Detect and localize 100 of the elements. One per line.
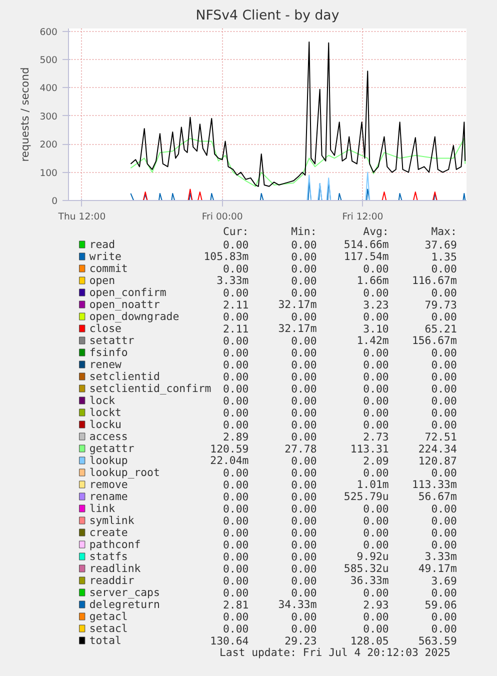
x-tick-label: Fri 12:00 [342,212,384,222]
text: 0.00 [223,370,249,384]
text: 27.78 [284,442,317,456]
text: 36.33m [350,574,389,587]
text: 0.00 [291,358,317,372]
legend-label: fsinfo [89,346,128,359]
text: 0.00 [363,514,389,528]
text: 22.04m [210,454,249,467]
text: 0.00 [291,502,317,516]
text: 224.34 [418,442,457,456]
legend-label: readdir [89,574,135,587]
text: 128.05 [350,634,389,648]
text: 0.00 [431,370,457,384]
y-tick-label: 100 [40,168,58,179]
text: Max: [431,225,457,238]
text: 0.00 [363,622,389,636]
text: 34.33m [278,598,317,611]
legend-label: commit [89,262,128,275]
text: 0.00 [363,262,389,276]
text: 0.00 [223,574,249,588]
legend-label: server_caps [89,586,160,599]
text: 3.10 [363,322,389,336]
text: 117.54m [344,250,389,263]
text: 0.00 [223,610,249,624]
legend-label: lock [89,394,116,407]
text: 3.33m [424,550,457,563]
text: 0.00 [291,514,317,528]
legend-label: open_confirm [89,286,166,299]
text: 120.87 [418,454,457,468]
text: 0.00 [431,514,457,528]
text: 2.73 [363,430,389,444]
text: 65.21 [424,322,457,336]
legend-label: pathconf [89,538,141,551]
text: 525.79u [344,490,389,503]
text: 0.00 [431,382,457,396]
legend-label: delegreturn [89,598,160,611]
text: 0.00 [291,262,317,276]
text: 105.83m [204,250,249,263]
text: 0.00 [431,358,457,372]
text: 0.00 [291,250,317,264]
text: 0.00 [291,454,317,468]
text: 9.92u [356,550,389,563]
legend-label: lookup [89,454,128,467]
legend-label: open_noattr [89,298,160,311]
text: 0.00 [363,526,389,540]
text: 0.00 [223,550,249,564]
text: 0.00 [431,586,457,600]
text: 0.00 [223,562,249,576]
text: 0.00 [223,418,249,432]
text: Avg: [363,225,389,238]
text: 0.00 [431,538,457,552]
legend-label: lockt [89,406,122,419]
text: 0.00 [431,466,457,480]
text: 0.00 [431,610,457,624]
legend-label: getacl [89,610,128,623]
text: 3.33m [216,274,249,287]
text: 1.66m [356,274,389,287]
text: 113.33m [412,478,457,491]
text: 0.00 [223,514,249,528]
text: 0.00 [223,382,249,396]
text: 0.00 [223,478,249,492]
y-tick-label: 300 [40,111,58,122]
legend-label: symlink [89,514,135,527]
text: 0.00 [223,238,249,252]
text: 0.00 [363,310,389,324]
text: 0.00 [363,358,389,372]
text: 585.32u [344,562,389,575]
text: 0.00 [291,622,317,636]
text: 2.09 [363,454,389,468]
text: 0.00 [291,574,317,588]
x-tick-label: Fri 00:00 [202,212,243,222]
text: 0.00 [363,286,389,300]
text: 0.00 [291,394,317,408]
text: 2.11 [223,322,249,336]
text: 3.23 [363,298,389,312]
legend-label: write [89,250,122,263]
text: 563.59 [418,634,457,648]
text: 0.00 [291,238,317,252]
text: 0.00 [223,526,249,540]
legend-label: link [89,502,116,515]
text: 0.00 [291,466,317,480]
text: 0.00 [223,406,249,420]
legend-label: setacl [89,622,128,635]
text: Min: [291,225,317,238]
text: 0.00 [431,502,457,516]
legend-label: lookup_root [89,466,160,479]
text: 0.00 [291,430,317,444]
text: 0.00 [223,502,249,516]
y-tick-label: 0 [52,196,58,207]
text: 0.00 [431,394,457,408]
text: 49.17m [418,562,457,575]
legend-label: create [89,526,128,539]
text: 0.00 [223,538,249,552]
text: Last update: Fri Jul 4 20:12:03 2025 [220,646,450,659]
text: 2.81 [223,598,249,612]
text: 0.00 [363,610,389,624]
text: 0.00 [363,466,389,480]
text: 56.67m [418,490,457,503]
text: 0.00 [291,586,317,600]
legend-label: readlink [89,562,142,575]
